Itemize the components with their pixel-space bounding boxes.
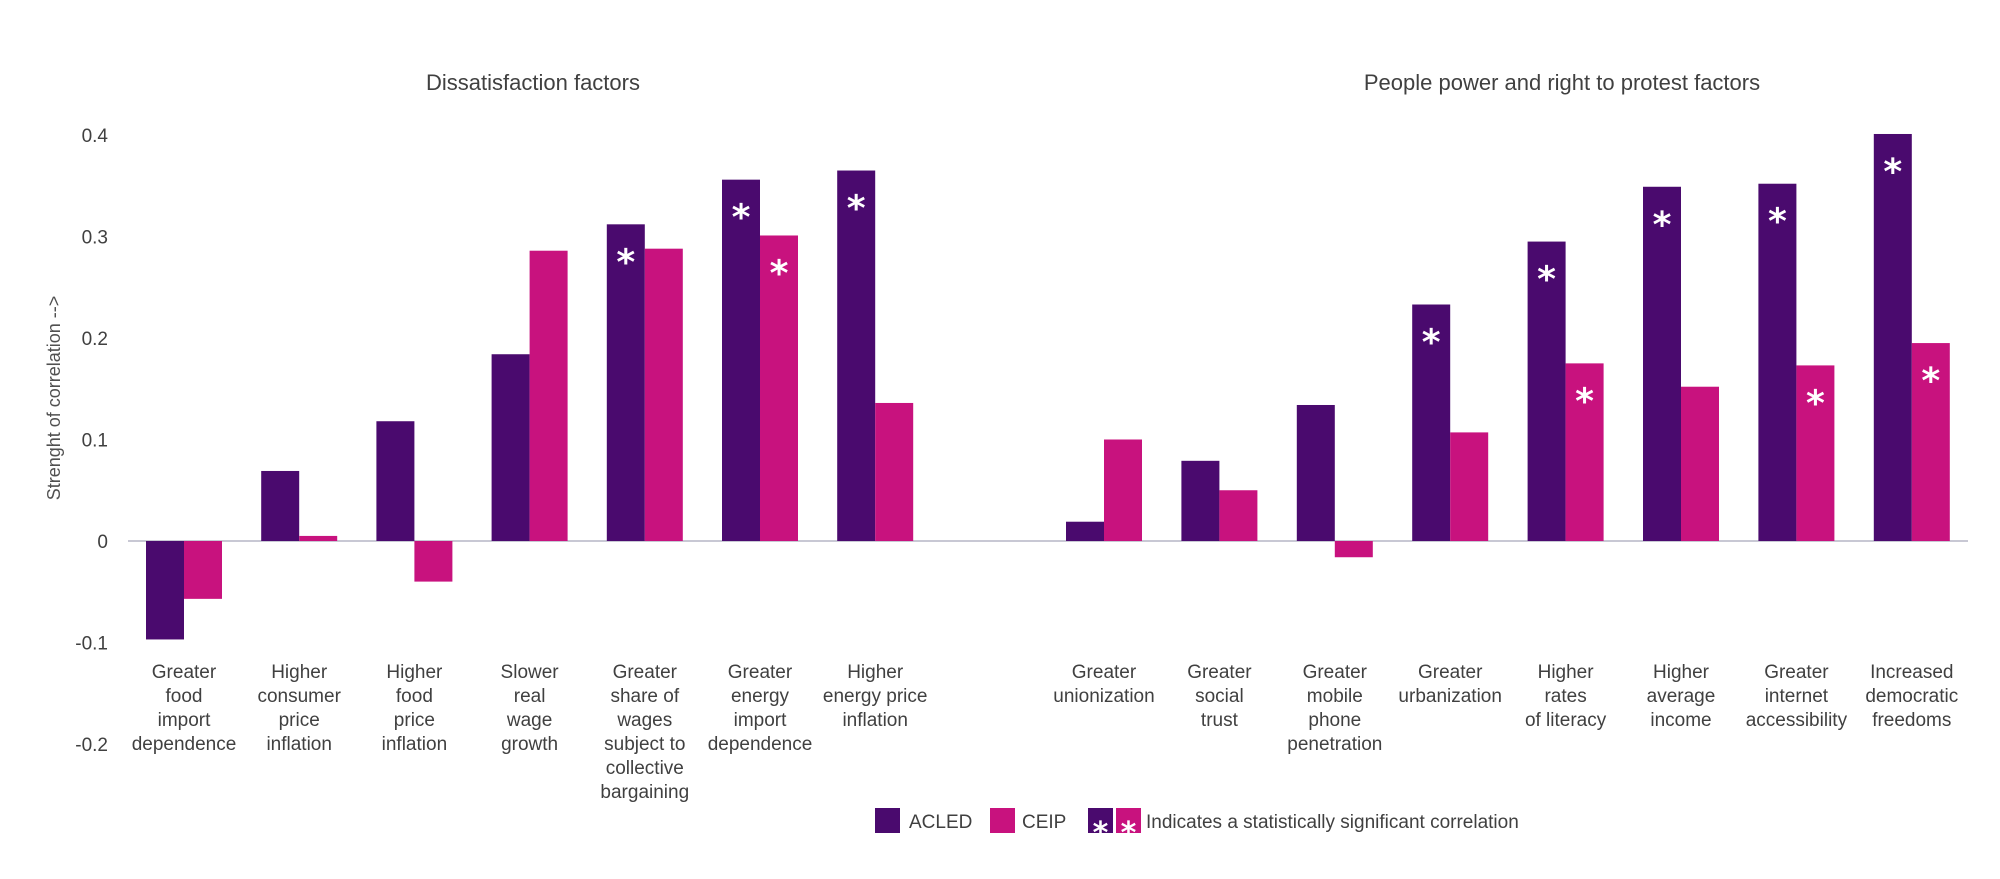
bar-acled: [1643, 186, 1681, 541]
category-label: Higher energy price inflation: [823, 662, 928, 731]
bar-ceip: [1104, 439, 1142, 541]
bar-acled: [491, 354, 530, 541]
significance-star: *: [1921, 361, 1940, 402]
bar-acled: [1296, 404, 1335, 541]
bar-acled: [722, 179, 760, 541]
legend-swatch-ceip: [990, 808, 1015, 833]
bar-acled: [1412, 304, 1451, 541]
category-label: Greater energy import dependence: [708, 662, 813, 755]
significance-star: *: [1537, 260, 1556, 301]
significance-star: *: [1806, 383, 1825, 424]
y-tick-label: 0.1: [82, 431, 108, 452]
y-tick-label: -0.2: [75, 735, 108, 756]
panel-title-people-power: People power and right to protest factor…: [1364, 70, 1760, 95]
category-label: Greater urbanization: [1398, 662, 1502, 707]
bar-ceip: [1681, 386, 1719, 541]
category-label: Increased democratic freedoms: [1865, 662, 1958, 731]
bar-acled: [1758, 183, 1797, 541]
legend-label-ceip: CEIP: [1022, 812, 1066, 833]
category-label: Slower real wage growth: [501, 662, 560, 755]
bar-ceip: [414, 541, 453, 582]
category-label: Greater share of wages subject to collective…: [600, 662, 689, 803]
chart-panels: Dissatisfaction factors Greater food import…: [132, 70, 1959, 803]
panel-2: People power and right to protest factor…: [1053, 70, 1958, 755]
y-tick-label: 0.3: [82, 228, 108, 249]
bar-ceip: [1334, 541, 1373, 558]
category-label: Greater social trust: [1187, 662, 1252, 731]
bar-acled: [606, 224, 645, 541]
category-label: Higher rates of literacy: [1525, 662, 1607, 731]
legend-significance-text: Indicates a statistically significant co…: [1146, 812, 1519, 833]
legend-star-ceip: *: [1121, 816, 1137, 851]
legend-star-acled: *: [1093, 816, 1109, 851]
significance-star: *: [770, 253, 789, 294]
category-label: Greater unionization: [1053, 662, 1154, 707]
category-label: Higher average income: [1647, 662, 1716, 731]
bar-ceip: [184, 541, 222, 599]
bar-acled: [146, 541, 184, 640]
y-tick-label: 0: [97, 532, 108, 553]
category-label: Greater food import dependence: [132, 662, 237, 755]
category-label: Greater internet accessibility: [1746, 662, 1848, 731]
category-label: Higher food price inflation: [382, 662, 448, 755]
legend-swatch-acled: [875, 808, 900, 833]
bar-acled: [1873, 133, 1912, 542]
bar-ceip: [1911, 343, 1950, 541]
bar-ceip: [299, 535, 338, 541]
bar-ceip: [1219, 490, 1258, 541]
y-tick-label: 0.4: [82, 126, 109, 147]
category-label: Higher consumer price inflation: [257, 662, 341, 755]
bar-acled: [1527, 241, 1566, 541]
bar-ceip: [760, 235, 798, 542]
legend-swatch-significant-ceip: [1116, 808, 1141, 833]
bar-acled: [261, 470, 300, 541]
panel-title-dissatisfaction: Dissatisfaction factors: [426, 70, 640, 95]
significance-star: *: [1422, 323, 1441, 364]
bar-ceip: [1450, 432, 1489, 541]
significance-star: *: [1883, 152, 1902, 193]
bar-acled: [376, 421, 415, 541]
bar-ceip: [1796, 365, 1835, 541]
bar-acled: [1181, 460, 1220, 541]
panel-1: Dissatisfaction factors Greater food import…: [132, 70, 928, 803]
bar-ceip: [644, 248, 683, 541]
bar-acled: [1066, 521, 1104, 541]
y-axis-label: Strenght of correlation -->: [44, 296, 64, 501]
y-tick-label: 0.2: [82, 329, 108, 350]
significance-star: *: [1768, 202, 1787, 243]
bar-acled: [837, 170, 876, 541]
significance-star: *: [732, 198, 751, 239]
significance-star: *: [1575, 381, 1594, 422]
significance-star: *: [847, 189, 866, 230]
legend: ACLED CEIP * * Indicates a statistically sig…: [875, 808, 1519, 851]
bar-ceip: [1565, 363, 1604, 541]
legend-label-acled: ACLED: [909, 812, 972, 833]
significance-star: *: [1653, 205, 1672, 246]
legend-swatch-significant-acled: [1088, 808, 1113, 833]
significance-star: *: [616, 242, 635, 283]
category-label: Greater mobile phone penetration: [1287, 662, 1382, 755]
bar-ceip: [875, 402, 914, 541]
y-axis: 0.4 0.3 0.2 0.1 0 -0.1 -0.2 Strenght of correla…: [44, 126, 108, 756]
bar-ceip: [529, 250, 568, 541]
y-tick-label: -0.1: [75, 634, 108, 655]
